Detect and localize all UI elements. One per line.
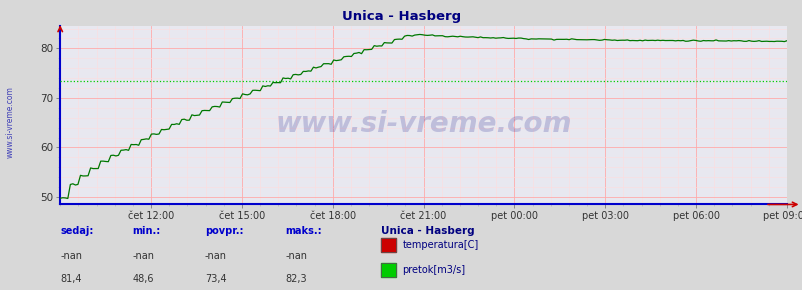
Text: Unica - Hasberg: Unica - Hasberg (381, 226, 475, 236)
Text: pretok[m3/s]: pretok[m3/s] (402, 265, 465, 275)
Text: maks.:: maks.: (285, 226, 322, 236)
Text: -nan: -nan (205, 251, 226, 261)
Text: temperatura[C]: temperatura[C] (402, 240, 478, 250)
Text: 82,3: 82,3 (285, 274, 306, 284)
Text: -nan: -nan (132, 251, 154, 261)
Text: -nan: -nan (60, 251, 82, 261)
Text: www.si-vreme.com: www.si-vreme.com (275, 110, 571, 138)
Text: povpr.:: povpr.: (205, 226, 243, 236)
Text: -nan: -nan (285, 251, 306, 261)
Text: Unica - Hasberg: Unica - Hasberg (342, 10, 460, 23)
Text: sedaj:: sedaj: (60, 226, 94, 236)
Text: www.si-vreme.com: www.si-vreme.com (6, 86, 15, 158)
Text: 81,4: 81,4 (60, 274, 82, 284)
Text: 48,6: 48,6 (132, 274, 154, 284)
Text: min.:: min.: (132, 226, 160, 236)
Text: 73,4: 73,4 (205, 274, 226, 284)
